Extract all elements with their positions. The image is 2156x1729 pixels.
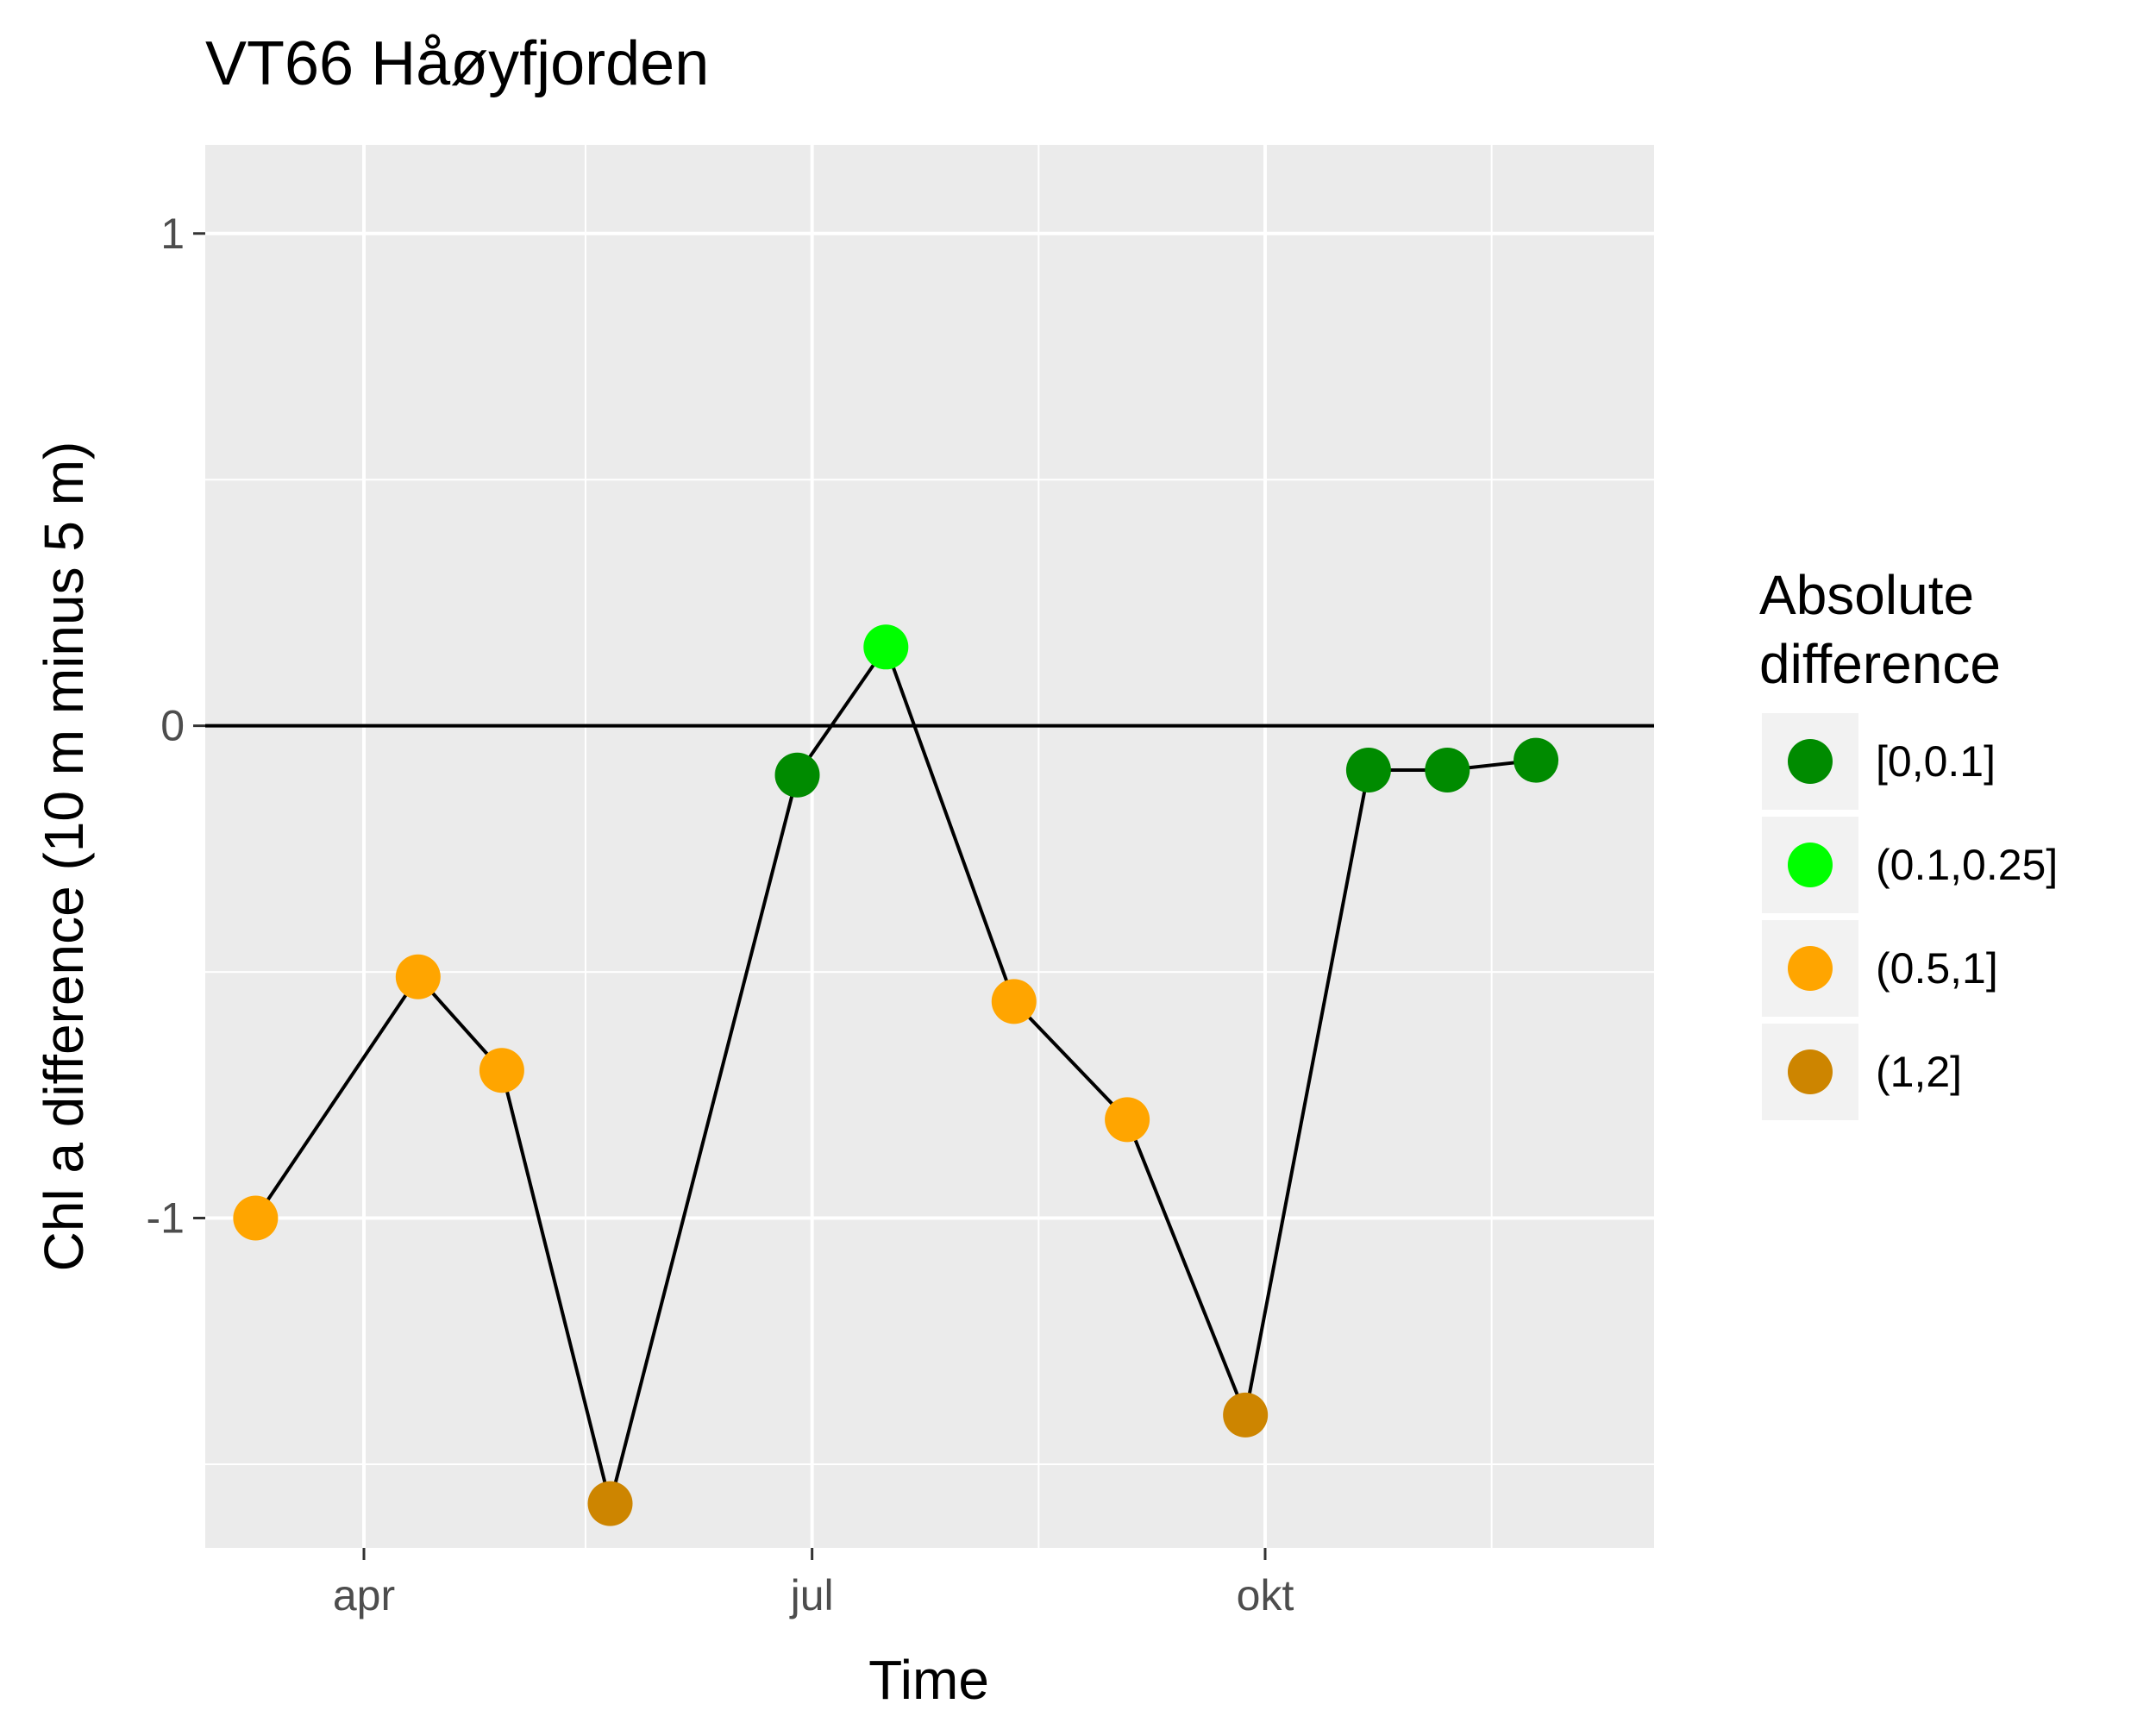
- y-axis-title: Chl a difference (10 m minus 5 m): [33, 442, 95, 1272]
- x-tick-label: okt: [1237, 1571, 1294, 1619]
- legend-marker: [1788, 843, 1833, 887]
- chart-title: VT66 Håøyfjorden: [205, 29, 709, 98]
- legend-marker: [1788, 739, 1833, 784]
- x-tick-label: jul: [789, 1571, 834, 1619]
- legend-label: [0,0.1]: [1876, 737, 1996, 786]
- data-point: [1345, 748, 1391, 793]
- series: [205, 624, 1654, 1526]
- data-point: [1425, 748, 1470, 793]
- legend-label: (0.1,0.25]: [1876, 841, 2058, 889]
- legend-label: (0.5,1]: [1876, 944, 1998, 993]
- x-axis-title: Time: [868, 1649, 989, 1711]
- legend: Absolute difference [0,0.1] (0.1,0.25] (0.5,…: [1759, 564, 2058, 1120]
- data-point: [233, 1195, 279, 1241]
- y-tick-label: 1: [160, 210, 185, 258]
- y-tick-label: 0: [160, 702, 185, 750]
- data-point: [587, 1481, 633, 1526]
- data-point: [479, 1048, 524, 1093]
- legend-title: Absolute: [1759, 564, 1974, 626]
- legend-marker: [1788, 1049, 1833, 1094]
- x-tick-label: apr: [333, 1571, 395, 1619]
- plot-panel: [205, 145, 1654, 1548]
- y-tick-label: -1: [147, 1194, 185, 1243]
- legend-marker: [1788, 946, 1833, 991]
- legend-title: difference: [1759, 633, 2001, 695]
- data-point: [863, 624, 909, 670]
- data-point: [774, 752, 820, 798]
- axes: 1 0 -1 apr jul okt: [147, 210, 1294, 1619]
- legend-label: (1,2]: [1876, 1048, 1962, 1096]
- panel-background: [205, 145, 1654, 1548]
- data-point: [1223, 1392, 1269, 1438]
- data-point: [1105, 1097, 1150, 1143]
- data-point: [395, 954, 441, 999]
- data-point: [1514, 737, 1559, 783]
- data-point: [991, 979, 1037, 1024]
